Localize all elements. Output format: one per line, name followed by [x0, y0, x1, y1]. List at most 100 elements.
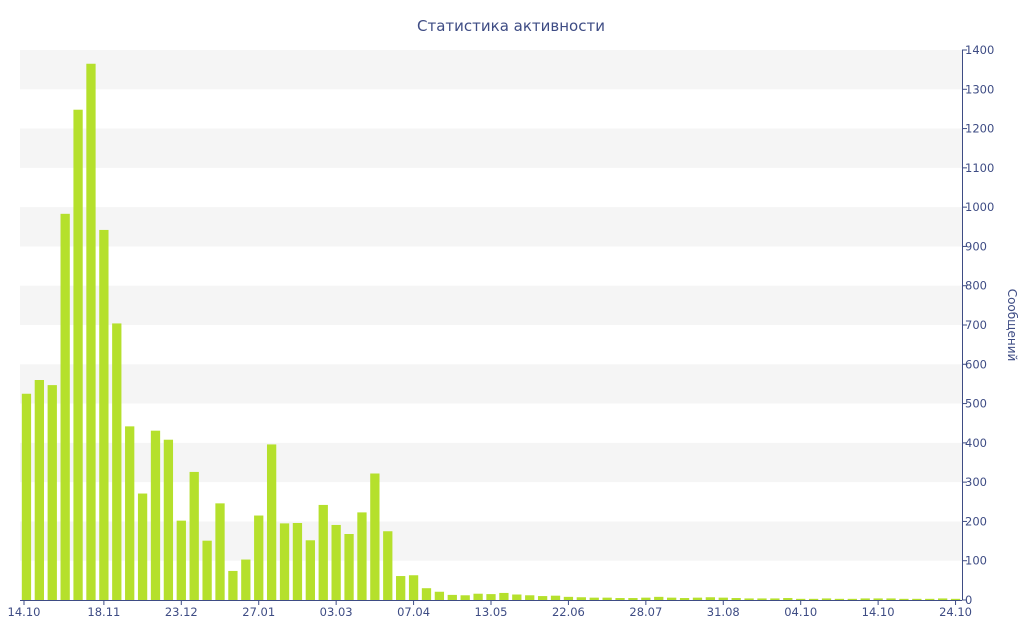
bar [731, 598, 741, 600]
bar [563, 596, 574, 600]
bar [641, 597, 651, 600]
bar [215, 503, 225, 600]
y-tick-label: 400 [965, 436, 987, 450]
x-axis: 14.10 18.11 23.12 27.01 03.03 07.04 13.05 22.06… [8, 600, 972, 619]
bar [770, 598, 780, 600]
bar [537, 596, 548, 600]
x-tick-label: 24.10 [939, 605, 972, 619]
bar [383, 531, 393, 600]
y-tick-label: 900 [965, 239, 987, 253]
bar [499, 592, 509, 600]
bar [318, 504, 328, 600]
y-tick-label: 800 [965, 279, 987, 293]
grid-band [20, 442, 962, 483]
bar [112, 323, 122, 600]
bar [602, 597, 612, 600]
x-tick-label: 22.06 [552, 605, 585, 619]
bar [615, 598, 625, 600]
bar [667, 597, 677, 600]
bar [241, 559, 251, 600]
bar [408, 575, 419, 600]
bar [357, 512, 367, 600]
bar [744, 598, 754, 600]
y-tick-label: 200 [965, 514, 987, 528]
bar [125, 426, 135, 600]
x-tick-label: 13.05 [475, 605, 508, 619]
bar [718, 597, 728, 600]
bar [396, 576, 406, 600]
y-tick-label: 700 [965, 318, 987, 332]
y-tick-label: 600 [965, 357, 987, 371]
x-tick-label: 28.07 [629, 605, 662, 619]
y-tick-label: 1100 [965, 161, 994, 175]
bar [305, 540, 315, 600]
y-tick-label: 1400 [965, 43, 994, 57]
grid-band [20, 285, 962, 325]
x-tick-label: 27.01 [242, 605, 275, 619]
bar [512, 594, 522, 600]
bar [692, 597, 703, 600]
bar [821, 598, 832, 600]
grid-band [20, 207, 962, 247]
bar [421, 588, 432, 600]
x-tick-label: 18.11 [87, 605, 120, 619]
bar [189, 471, 199, 600]
bar [847, 598, 857, 600]
bar [808, 598, 819, 600]
bar [47, 385, 57, 600]
bar [344, 534, 354, 600]
bar [473, 593, 483, 600]
y-tick-label: 0 [965, 593, 972, 607]
bar [202, 540, 212, 600]
bar [34, 380, 45, 600]
bar [99, 229, 109, 600]
bar [447, 594, 457, 600]
bar [150, 430, 161, 600]
bar [834, 598, 845, 600]
bar [937, 598, 948, 600]
bar [796, 598, 806, 600]
bar [163, 439, 174, 600]
y-axis: 0 100 200 300 400 500 600 700 800 900 1000 1100 1200… [962, 43, 994, 607]
grid-bands [20, 50, 962, 561]
x-tick-label: 04.10 [784, 605, 817, 619]
bar [86, 63, 96, 600]
y-tick-label: 1000 [965, 200, 994, 214]
y-axis-title: Сообщений [1005, 289, 1019, 362]
bar [628, 598, 638, 600]
bar [873, 598, 883, 600]
bar [925, 598, 935, 600]
bar [886, 598, 896, 600]
y-tick-label: 100 [965, 554, 987, 568]
bar [21, 393, 32, 600]
bar [589, 597, 599, 600]
bar [60, 213, 70, 601]
x-tick-label: 03.03 [320, 605, 353, 619]
y-tick-label: 1300 [965, 82, 994, 96]
bar [757, 598, 767, 600]
bar [266, 444, 277, 600]
bar [331, 524, 341, 600]
bar [486, 594, 496, 600]
bar [434, 591, 445, 600]
grid-band [20, 364, 962, 404]
bar [137, 493, 148, 600]
bar [550, 595, 561, 600]
bar [899, 598, 909, 600]
y-tick-label: 500 [965, 397, 987, 411]
bar [228, 570, 238, 600]
grid-band [20, 128, 962, 168]
bar [654, 596, 664, 600]
bar [292, 523, 303, 600]
bar [679, 598, 690, 600]
bars [21, 63, 961, 601]
x-tick-label: 14.10 [8, 605, 41, 619]
chart-title: Статистика активности [417, 17, 605, 35]
y-tick-label: 300 [965, 475, 987, 489]
bar [705, 597, 716, 600]
x-tick-label: 07.04 [397, 605, 430, 619]
grid-band [20, 50, 962, 90]
bar [73, 109, 83, 600]
bar [950, 598, 961, 600]
